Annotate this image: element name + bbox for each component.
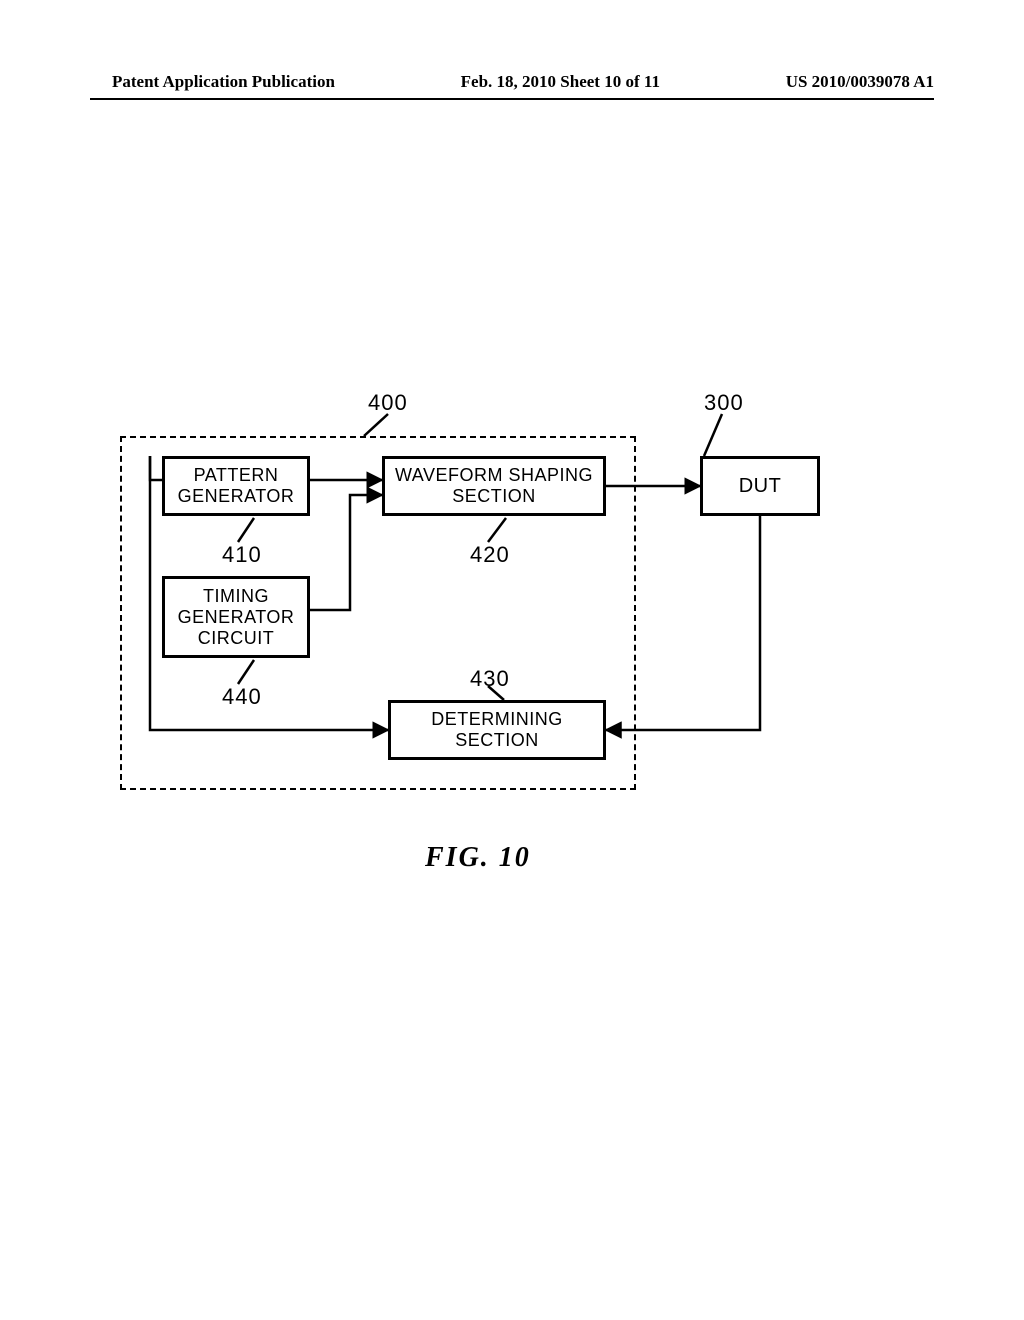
text-line: GENERATOR	[178, 486, 295, 507]
dut-block: DUT	[700, 456, 820, 516]
lead-300	[704, 414, 722, 456]
ref-400: 400	[368, 390, 408, 416]
text-line: PATTERN	[178, 465, 295, 486]
header-right: US 2010/0039078 A1	[786, 72, 934, 92]
timing-generator-block: TIMING GENERATOR CIRCUIT	[162, 576, 310, 658]
pattern-generator-label: PATTERN GENERATOR	[178, 465, 295, 507]
ref-430: 430	[470, 666, 510, 692]
ref-300: 300	[704, 390, 744, 416]
text-line: CIRCUIT	[178, 628, 295, 649]
timing-generator-label: TIMING GENERATOR CIRCUIT	[178, 586, 295, 649]
text-line: SECTION	[395, 486, 593, 507]
diagram-area: PATTERN GENERATOR WAVEFORM SHAPING SECTI…	[120, 390, 910, 830]
figure-caption: FIG. 10	[425, 842, 531, 874]
waveform-shaping-label: WAVEFORM SHAPING SECTION	[395, 465, 593, 507]
header-line: Patent Application Publication Feb. 18, …	[0, 72, 1024, 92]
text-line: SECTION	[431, 730, 563, 751]
text-line: GENERATOR	[178, 607, 295, 628]
waveform-shaping-block: WAVEFORM SHAPING SECTION	[382, 456, 606, 516]
text-line: WAVEFORM SHAPING	[395, 465, 593, 486]
text-line: DETERMINING	[431, 709, 563, 730]
header-center: Feb. 18, 2010 Sheet 10 of 11	[461, 72, 660, 92]
ref-420: 420	[470, 542, 510, 568]
header-rule	[90, 98, 934, 100]
page: Patent Application Publication Feb. 18, …	[0, 0, 1024, 1320]
lead-400	[364, 414, 388, 436]
text-line: TIMING	[178, 586, 295, 607]
ref-440: 440	[222, 684, 262, 710]
pattern-generator-block: PATTERN GENERATOR	[162, 456, 310, 516]
dut-label: DUT	[739, 475, 782, 498]
determining-section-label: DETERMINING SECTION	[431, 709, 563, 751]
ref-410: 410	[222, 542, 262, 568]
page-header: Patent Application Publication Feb. 18, …	[0, 72, 1024, 100]
determining-section-block: DETERMINING SECTION	[388, 700, 606, 760]
header-left: Patent Application Publication	[112, 72, 335, 92]
